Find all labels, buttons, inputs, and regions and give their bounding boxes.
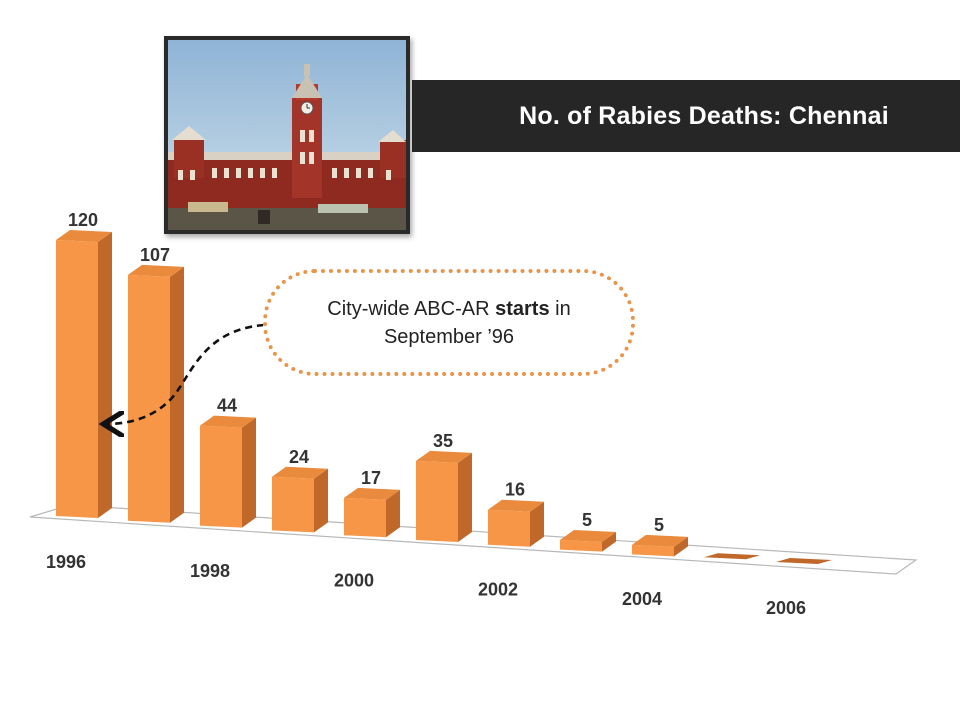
bar-front — [272, 476, 314, 533]
bar-side — [602, 532, 616, 552]
bar — [776, 558, 832, 564]
bar-side — [170, 266, 184, 523]
value-label: 44 — [217, 396, 237, 416]
value-label: 5 — [654, 515, 664, 535]
x-tick-label: 1998 — [190, 561, 230, 581]
bar-front — [632, 544, 674, 557]
x-tick-label: 2002 — [478, 580, 518, 600]
callout-text-line2: September ’96 — [383, 325, 515, 348]
bar-top — [416, 450, 472, 463]
title-banner: No. of Rabies Deaths: Chennai — [412, 80, 960, 152]
x-tick-label: 2006 — [766, 598, 806, 618]
bar-top — [200, 415, 256, 428]
callout-text-part: City-wide ABC-AR — [327, 297, 496, 320]
value-label: 107 — [140, 245, 170, 265]
callout-arrow — [106, 323, 265, 424]
x-tick-label: 2004 — [622, 589, 662, 609]
x-tick-label: 1996 — [46, 552, 86, 572]
bar-front — [560, 540, 602, 552]
bar-side — [458, 452, 472, 542]
value-label: 5 — [582, 510, 592, 530]
bar — [344, 487, 400, 538]
bar-top — [560, 530, 616, 543]
value-label: 120 — [68, 210, 98, 230]
x-tick-label: 2000 — [334, 570, 374, 590]
bar-front — [344, 497, 386, 538]
page-title: No. of Rabies Deaths: Chennai — [519, 101, 889, 130]
bar — [416, 450, 472, 542]
annotation-callout: City-wide ABC-AR starts in September ’96 — [263, 269, 635, 376]
bar-side — [386, 489, 400, 538]
bar-front — [128, 274, 170, 523]
value-label: 24 — [289, 447, 309, 467]
bar — [128, 264, 184, 523]
bar — [56, 230, 112, 518]
bar-front — [200, 425, 242, 528]
bar-flat — [776, 558, 832, 564]
bar-side — [314, 468, 328, 533]
bar-flat — [704, 553, 760, 560]
bar — [272, 466, 328, 533]
callout-text-part: in — [549, 297, 571, 320]
bar-top — [488, 499, 544, 512]
bar-side — [98, 232, 112, 518]
bar — [200, 415, 256, 528]
value-label: 35 — [433, 431, 453, 451]
value-label: 17 — [361, 468, 381, 488]
station-photo — [164, 36, 410, 234]
bar-top — [632, 534, 688, 547]
bar — [632, 534, 688, 557]
value-label: 16 — [505, 480, 525, 500]
bar-top — [56, 230, 112, 242]
callout-text-bold: starts — [495, 297, 550, 320]
bar-side — [530, 501, 544, 547]
bar-front — [56, 240, 98, 518]
bar — [488, 499, 544, 547]
bar-top — [272, 466, 328, 479]
bar-side — [674, 536, 688, 557]
bar-side — [242, 417, 256, 528]
bar-top — [344, 487, 400, 500]
bar-front — [488, 509, 530, 547]
callout-text: City-wide ABC-AR starts in September ’96 — [327, 295, 570, 351]
bar — [704, 553, 760, 560]
bar — [560, 530, 616, 552]
bar-top — [128, 264, 184, 277]
bar-front — [416, 460, 458, 542]
